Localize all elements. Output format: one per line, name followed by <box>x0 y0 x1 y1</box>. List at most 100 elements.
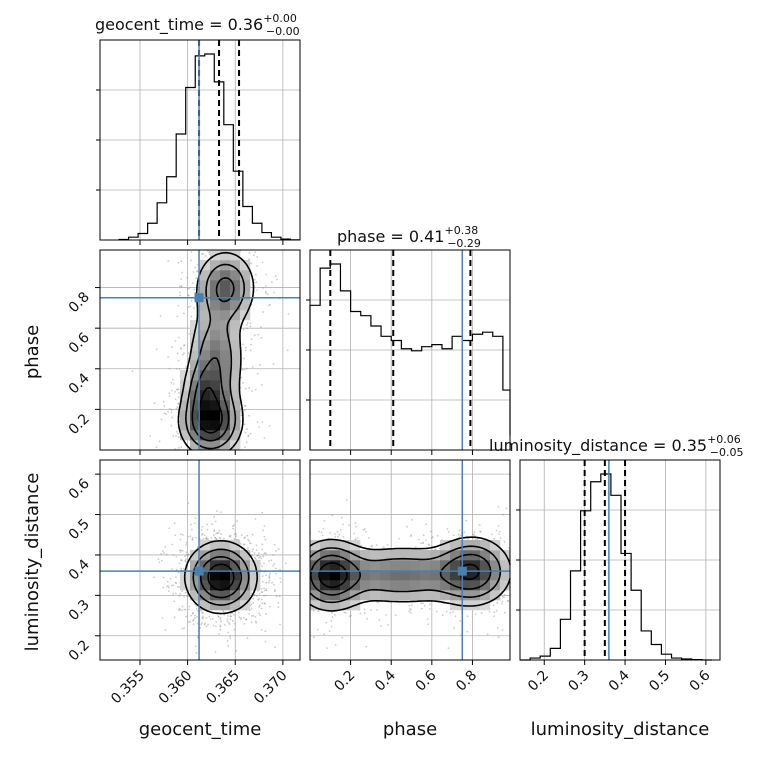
sample-point <box>205 536 208 538</box>
sample-point <box>261 384 263 386</box>
sample-point <box>183 627 186 629</box>
sample-point <box>207 538 210 540</box>
sample-point <box>181 353 184 356</box>
sample-point <box>177 388 180 390</box>
sample-point <box>216 510 218 512</box>
sample-point <box>192 623 195 626</box>
density-cell <box>210 370 221 381</box>
sample-point <box>177 261 180 264</box>
sample-point <box>269 572 271 575</box>
sample-point <box>167 260 170 262</box>
sample-point <box>342 523 344 526</box>
sample-point <box>177 402 180 405</box>
xtick-label-phase-1: 0.4 <box>372 667 399 694</box>
sample-point <box>229 612 232 615</box>
sample-point <box>157 558 160 560</box>
sample-point <box>500 603 503 605</box>
sample-point <box>260 629 263 631</box>
sample-point <box>454 615 457 618</box>
sample-point <box>256 256 259 258</box>
sample-point <box>254 615 257 618</box>
sample-point <box>422 534 425 537</box>
title-luminosity-distance: luminosity_distance = 0.35+0.06 −0.05 <box>489 433 744 459</box>
sample-point <box>178 607 181 610</box>
density-cell <box>220 280 231 291</box>
sample-point <box>170 381 173 384</box>
sample-point <box>201 612 204 614</box>
sample-point <box>168 392 171 395</box>
density-cell <box>360 580 371 591</box>
sample-point <box>269 605 271 608</box>
sample-point <box>181 559 183 562</box>
density-cell <box>200 410 211 421</box>
sample-point <box>208 615 211 618</box>
sample-point <box>183 344 186 347</box>
density-cell <box>390 580 401 591</box>
sample-point <box>218 615 220 618</box>
density-cell <box>210 350 221 361</box>
sample-point <box>496 601 499 604</box>
sample-point <box>201 526 204 528</box>
sample-point <box>175 555 178 558</box>
sample-point <box>350 614 352 617</box>
sample-point <box>247 434 250 437</box>
sample-point <box>254 388 257 391</box>
sample-point <box>258 606 261 608</box>
density-cell <box>200 360 211 371</box>
sample-point <box>330 620 333 622</box>
density-cell <box>200 590 211 601</box>
sample-point <box>209 618 212 621</box>
sample-point <box>265 552 267 555</box>
sample-point <box>167 585 170 587</box>
density-cell <box>230 400 241 411</box>
density-cell <box>190 340 201 351</box>
sample-point <box>244 349 247 352</box>
sample-point <box>426 618 429 620</box>
sample-point <box>271 581 273 584</box>
sample-point <box>188 287 191 290</box>
sample-point <box>320 531 323 533</box>
sample-point <box>175 592 177 595</box>
density-cell <box>220 340 231 351</box>
sample-point <box>253 593 256 596</box>
sample-point <box>202 537 205 540</box>
density-cell <box>220 400 231 411</box>
sample-point <box>252 614 255 617</box>
sample-point <box>495 529 498 532</box>
sample-point <box>162 586 165 589</box>
sample-point <box>321 534 324 537</box>
sample-point <box>172 435 175 437</box>
histogram-luminosity-distance <box>520 473 712 661</box>
sample-point <box>240 414 243 417</box>
sample-point <box>365 645 368 648</box>
density-cell <box>390 560 401 571</box>
sample-point <box>259 364 261 366</box>
ylabel-phase: phase <box>22 325 43 379</box>
sample-point <box>257 333 260 336</box>
xtick-label-geocent-time-0: 0.355 <box>108 668 148 708</box>
sample-point <box>190 614 193 617</box>
sample-point <box>232 525 234 528</box>
sample-point <box>251 533 254 536</box>
sample-point <box>493 537 496 540</box>
sample-point <box>269 303 271 306</box>
sample-point <box>168 367 171 370</box>
sample-point <box>253 594 256 597</box>
sample-point <box>180 549 183 552</box>
sample-point <box>478 524 481 526</box>
ytick-label-luminosity-distance-2: 0.4 <box>66 556 93 583</box>
density-cell <box>230 370 241 381</box>
sample-point <box>275 550 277 552</box>
sample-point <box>330 625 333 628</box>
density-cell <box>200 290 211 301</box>
sample-point <box>163 552 166 554</box>
density-cell <box>230 430 241 441</box>
sample-point <box>355 525 357 528</box>
sample-point <box>219 511 222 513</box>
density-cell <box>410 560 421 571</box>
sample-point <box>213 530 215 532</box>
sample-point <box>408 604 411 607</box>
sample-point <box>194 617 196 620</box>
density-cell <box>200 310 211 321</box>
density-cell <box>230 360 241 371</box>
